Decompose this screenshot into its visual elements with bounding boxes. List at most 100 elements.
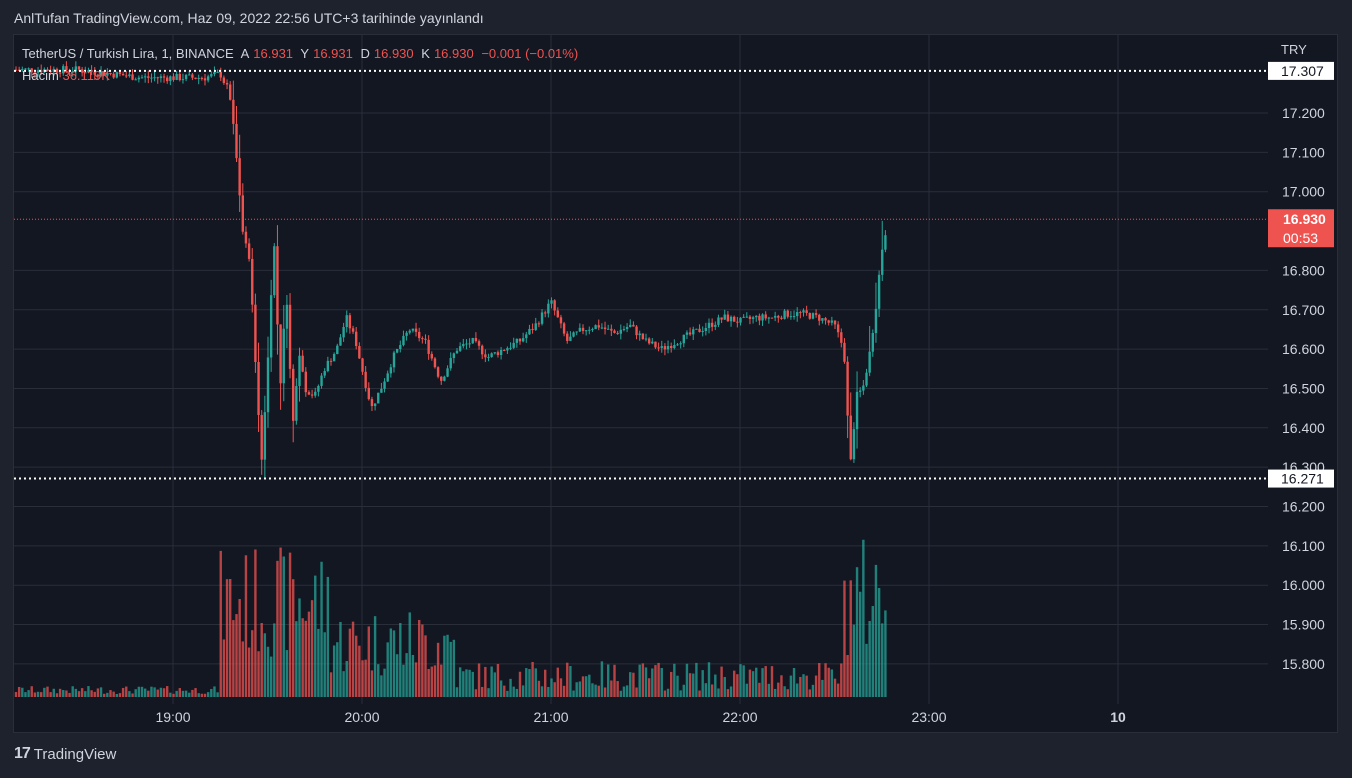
volume-bar <box>764 666 767 697</box>
chart-frame[interactable] <box>13 34 1338 733</box>
volume-bar <box>484 666 487 697</box>
volume-bar <box>332 645 336 697</box>
candle-body <box>115 72 118 78</box>
volume-bar <box>137 686 141 697</box>
volume-bar <box>386 642 389 697</box>
candle <box>818 313 821 326</box>
candle-body <box>326 360 330 372</box>
volume-bar <box>348 628 352 697</box>
candle <box>93 67 96 80</box>
volume-bar <box>874 564 878 697</box>
candle-body <box>36 70 40 73</box>
candle <box>40 64 43 75</box>
volume-bar <box>279 547 282 697</box>
candle <box>811 312 815 320</box>
candle <box>462 338 465 349</box>
candle <box>657 342 660 352</box>
candle-body <box>288 304 292 369</box>
candle-body <box>295 386 298 421</box>
candle-body <box>692 329 695 335</box>
candle <box>310 389 314 399</box>
candle <box>269 279 273 372</box>
price-tick-label: 15.900 <box>1282 617 1325 633</box>
candle <box>392 350 396 373</box>
candle-body <box>594 325 597 330</box>
candle-body <box>247 243 251 259</box>
volume-bar <box>238 599 241 697</box>
volume-bar <box>87 686 90 697</box>
candle <box>367 382 370 401</box>
volume-bar <box>21 687 24 697</box>
candle-body <box>40 70 43 73</box>
candle-body <box>515 338 519 343</box>
candle-body <box>84 72 87 74</box>
candle-body <box>392 352 396 368</box>
volume-bar <box>603 687 607 697</box>
candle-body <box>244 231 248 244</box>
candle <box>682 334 685 348</box>
volume-legend[interactable]: Hacim 36.119K <box>22 68 110 83</box>
volume-bar <box>147 690 150 697</box>
candle-body <box>175 73 178 80</box>
volume-bar <box>490 666 493 697</box>
candle <box>36 67 40 77</box>
candle-body <box>840 332 843 343</box>
volume-bar <box>465 669 468 697</box>
candle <box>786 309 789 319</box>
volume-bar <box>77 691 81 697</box>
candle <box>131 69 134 81</box>
candle-body <box>481 345 484 355</box>
candle <box>531 323 534 334</box>
candle-body <box>789 316 793 318</box>
volume-bar <box>673 663 676 697</box>
candle <box>695 328 698 330</box>
volume-bar <box>824 663 827 697</box>
volume-bar <box>405 653 408 697</box>
candle-body <box>666 346 670 350</box>
candle <box>622 325 626 332</box>
symbol-name[interactable]: TetherUS / Turkish Lira, 1, BINANCE <box>22 46 234 61</box>
candle <box>827 319 830 326</box>
volume-bar <box>685 663 689 697</box>
candle-body <box>641 333 645 340</box>
candle-body <box>162 76 166 78</box>
candle <box>792 310 796 320</box>
volume-bar <box>433 665 437 697</box>
candle-body <box>465 343 468 345</box>
volume-bar <box>840 663 843 697</box>
volume-bar <box>150 686 153 697</box>
candle-body <box>77 66 81 70</box>
candle <box>666 340 670 354</box>
candle <box>115 71 118 79</box>
candle <box>342 322 345 342</box>
volume-label: Hacim <box>22 68 59 83</box>
candle-body <box>550 300 553 304</box>
candle <box>603 321 607 335</box>
volume-bar <box>395 654 399 697</box>
symbol-legend[interactable]: TetherUS / Turkish Lira, 1, BINANCE A 16.… <box>22 46 582 61</box>
volume-bar <box>692 673 695 697</box>
volume-bar <box>40 692 43 697</box>
candle-body <box>96 74 100 76</box>
footer-branding: 17 TradingView <box>14 745 116 763</box>
candle-body <box>547 303 550 314</box>
candle-body <box>200 77 204 79</box>
candle <box>729 315 733 327</box>
candle-body <box>792 316 796 318</box>
candle <box>745 312 748 318</box>
volume-bar <box>367 626 370 697</box>
candle <box>581 324 585 335</box>
candle-body <box>635 326 638 336</box>
candle <box>377 392 380 404</box>
candle-body <box>698 328 701 332</box>
candle <box>588 326 591 335</box>
candle <box>594 324 597 330</box>
candle <box>257 342 260 433</box>
candle-body <box>418 331 421 339</box>
volume-bar <box>159 687 163 697</box>
volume-bar <box>770 666 774 697</box>
price-tick-label: 15.800 <box>1282 656 1325 672</box>
price-tick-label: 16.700 <box>1282 302 1325 318</box>
volume-bar <box>550 678 553 697</box>
